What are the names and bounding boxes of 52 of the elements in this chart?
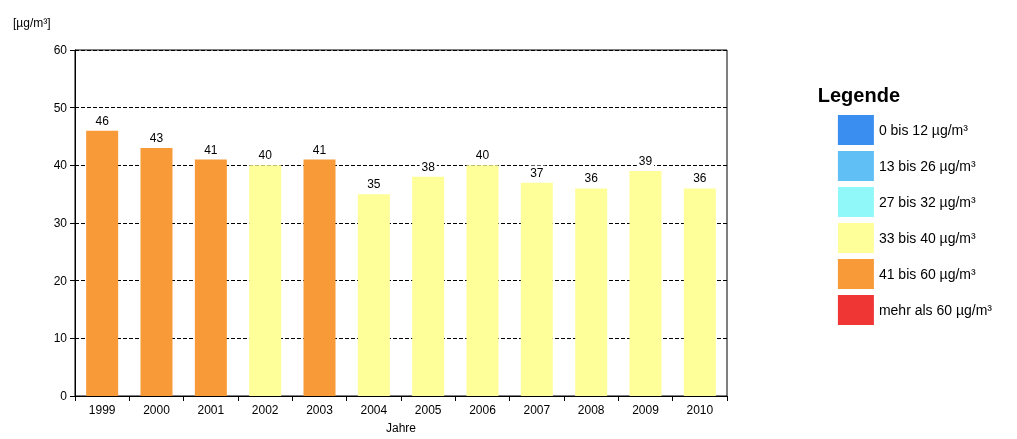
x-tick-label: 2000 — [143, 403, 171, 417]
x-tick-label: 2008 — [577, 403, 605, 417]
bar — [629, 171, 662, 396]
data-label: 35 — [367, 177, 381, 192]
y-tick-label: 30 — [53, 216, 68, 230]
bar — [412, 176, 445, 396]
bar — [140, 148, 173, 396]
data-label: 40 — [475, 148, 490, 163]
x-tick-label: 2009 — [632, 403, 660, 417]
x-axis-title: Jahre — [385, 421, 417, 435]
y-tick-label: 60 — [53, 43, 68, 57]
data-label: 40 — [258, 148, 273, 163]
data-label: 43 — [149, 131, 164, 146]
bar — [249, 165, 282, 396]
data-label: 36 — [693, 171, 707, 186]
bar — [357, 194, 390, 396]
legend-label: 41 bis 60 µg/m³ — [878, 266, 977, 282]
data-label: 39 — [638, 154, 653, 169]
legend-label: mehr als 60 µg/m³ — [878, 302, 993, 318]
bar — [575, 188, 608, 396]
x-tick-label: 2005 — [414, 403, 442, 417]
data-label: 41 — [204, 142, 218, 157]
legend-label: 27 bis 32 µg/m³ — [878, 194, 977, 210]
y-tick-label: 0 — [60, 389, 68, 403]
y-tick-label: 40 — [53, 158, 68, 173]
x-tick-label: 1999 — [88, 403, 116, 417]
data-label: 41 — [312, 142, 327, 157]
bar — [86, 130, 119, 396]
x-tick-label: 2006 — [469, 403, 497, 417]
x-tick-label: 2010 — [686, 403, 714, 417]
x-tick-label: 2001 — [197, 403, 225, 417]
data-label: 46 — [95, 113, 110, 128]
x-tick-label: 2003 — [306, 403, 334, 417]
data-label: 38 — [421, 159, 436, 174]
y-axis-title: [µg/m³] — [13, 16, 51, 30]
x-tick-label: 2007 — [523, 403, 551, 417]
bar — [683, 188, 716, 396]
bar — [466, 165, 499, 396]
legend-label: 13 bis 26 µg/m³ — [878, 158, 977, 174]
bar — [303, 159, 336, 396]
legend-label: 33 bis 40 µg/m³ — [878, 230, 977, 246]
legend-title: Legende — [817, 84, 901, 106]
data-label: 36 — [584, 171, 599, 186]
bar — [194, 159, 227, 396]
data-label: 37 — [530, 165, 544, 180]
y-tick-label: 10 — [53, 331, 68, 346]
legend-label: 0 bis 12 µg/m³ — [878, 122, 969, 138]
x-tick-label: 2002 — [251, 403, 279, 417]
y-tick-label: 50 — [53, 100, 68, 115]
bar — [520, 182, 553, 396]
y-tick-label: 20 — [53, 273, 68, 288]
x-tick-label: 2004 — [360, 403, 388, 417]
